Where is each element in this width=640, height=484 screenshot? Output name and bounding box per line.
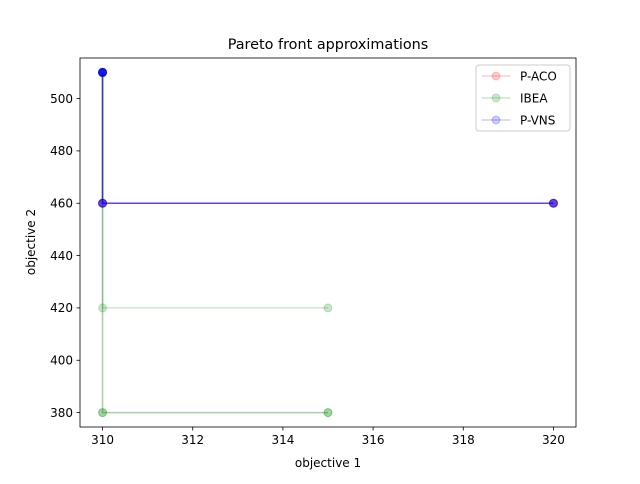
x-tick-label: 318 xyxy=(452,433,475,447)
data-point-p-vns-6-1 xyxy=(98,67,108,77)
data-point-p-vns-2-2 xyxy=(98,198,108,208)
series-line-p-vns-2 xyxy=(101,72,554,204)
data-point-p-vns-4-1 xyxy=(98,67,108,77)
y-tick-label: 380 xyxy=(50,406,73,420)
x-axis-label: objective 1 xyxy=(295,456,361,470)
legend-label-ibea: IBEA xyxy=(520,91,548,105)
legend-label-p-vns: P-VNS xyxy=(520,113,555,127)
data-point-p-vns-3-3 xyxy=(548,198,558,208)
y-tick-label: 420 xyxy=(50,301,73,315)
data-point-p-aco-1-2 xyxy=(98,198,108,208)
legend-marker-p-aco xyxy=(491,71,501,81)
data-point-ibea-1-1 xyxy=(98,67,108,77)
data-point-p-vns-3-1 xyxy=(98,67,108,77)
data-point-p-vns-3-2 xyxy=(98,198,108,208)
series-line-p-vns-4 xyxy=(101,72,554,204)
data-point-p-aco-1-1 xyxy=(98,67,108,77)
chart-title: Pareto front approximations xyxy=(228,37,429,53)
data-point-ibea-3-3 xyxy=(323,408,333,418)
legend-label-p-aco: P-ACO xyxy=(520,69,557,83)
x-tick-label: 314 xyxy=(271,433,294,447)
data-point-p-vns-7-1 xyxy=(98,67,108,77)
series-line-ibea-3 xyxy=(101,72,328,414)
x-tick-label: 320 xyxy=(542,433,565,447)
data-point-p-vns-1-3 xyxy=(548,198,558,208)
data-point-p-vns-4-2 xyxy=(98,198,108,208)
data-point-p-aco-2-2 xyxy=(98,198,108,208)
legend: P-ACO IBEA P-VNS xyxy=(475,64,571,132)
y-tick-label: 500 xyxy=(50,92,73,106)
data-point-p-vns-2-1 xyxy=(98,67,108,77)
y-tick-label: 440 xyxy=(50,249,73,263)
x-tick-label: 316 xyxy=(362,433,385,447)
data-point-ibea-2-3 xyxy=(323,408,333,418)
data-point-ibea-2-1 xyxy=(98,67,108,77)
data-point-ibea-3-2 xyxy=(98,408,108,418)
y-tick-label: 460 xyxy=(50,197,73,211)
data-point-p-aco-1-3 xyxy=(548,198,558,208)
series-line-p-aco-1 xyxy=(101,72,554,204)
legend-marker-p-vns xyxy=(491,115,501,125)
data-point-p-aco-2-1 xyxy=(98,67,108,77)
series-line-p-vns-1 xyxy=(101,72,554,204)
data-point-p-vns-2-3 xyxy=(548,198,558,208)
series-line-p-vns-3 xyxy=(101,72,554,204)
data-point-ibea-1-2 xyxy=(98,303,108,313)
series-p-vns xyxy=(98,67,558,208)
data-point-p-vns-1-1 xyxy=(98,67,108,77)
data-point-ibea-1-3 xyxy=(323,303,333,313)
series-line-ibea-2 xyxy=(101,72,328,414)
data-point-ibea-2-2 xyxy=(98,408,108,418)
legend-marker-ibea xyxy=(491,93,501,103)
data-point-p-vns-4-3 xyxy=(548,198,558,208)
data-point-ibea-3-1 xyxy=(98,67,108,77)
data-point-p-aco-2-3 xyxy=(548,198,558,208)
series-line-p-aco-2 xyxy=(101,72,554,204)
x-tick-label: 312 xyxy=(181,433,204,447)
x-tick-label: 310 xyxy=(91,433,114,447)
data-point-p-vns-5-1 xyxy=(98,67,108,77)
data-point-p-vns-1-2 xyxy=(98,198,108,208)
series-ibea xyxy=(98,67,333,418)
y-axis-label: objective 2 xyxy=(24,209,38,275)
plot-area: 310 312 314 316 318 320 380 400 420 440 460 480 500 xyxy=(50,57,577,447)
y-tick-label: 400 xyxy=(50,354,73,368)
legend-box xyxy=(475,64,571,132)
series-line-ibea-1 xyxy=(101,72,328,309)
series-p-aco xyxy=(98,67,558,208)
axes-frame xyxy=(79,57,577,428)
y-tick-label: 480 xyxy=(50,144,73,158)
